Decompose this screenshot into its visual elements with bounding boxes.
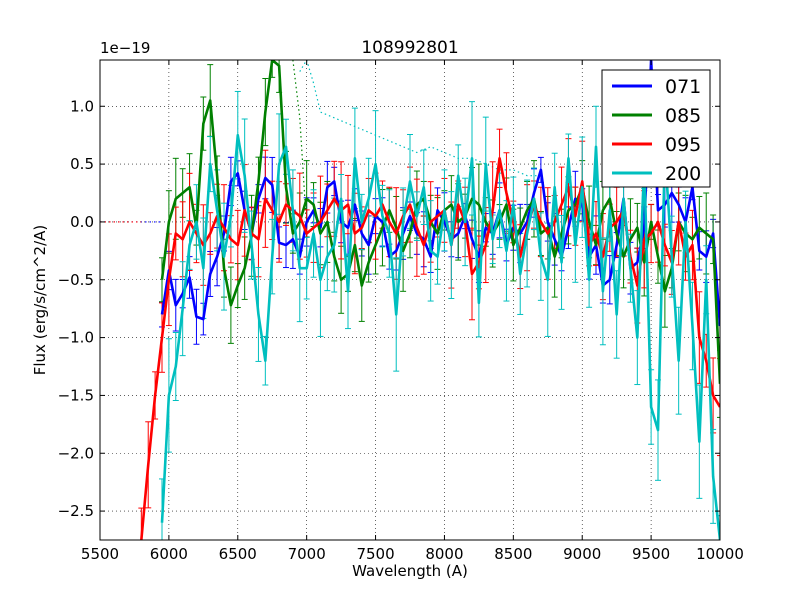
chart-title: 108992801: [361, 38, 458, 58]
x-tick-label: 6000: [150, 545, 188, 563]
x-tick-label: 5500: [81, 545, 119, 563]
y-axis-label: Flux (erg/s/cm^2/A): [31, 225, 49, 376]
series-line-085: [160, 60, 720, 384]
y-tick-label: 0.5: [70, 155, 94, 173]
y-tick-label: −2.5: [58, 502, 94, 520]
legend: 071 085 095 200: [601, 69, 711, 188]
legend-label-071: 071: [665, 76, 701, 98]
x-tick-label: 8500: [494, 545, 532, 563]
legend-label-085: 085: [665, 105, 701, 127]
x-tick-label: 7000: [288, 545, 326, 563]
x-tick-label: 9500: [632, 545, 670, 563]
y-tick-label: −1.5: [58, 386, 94, 404]
x-tick-label: 10000: [696, 545, 744, 563]
y-tick-label: −0.5: [58, 271, 94, 289]
y-axis-multiplier: 1e−19: [100, 39, 150, 57]
y-tick-label: 1.0: [70, 97, 94, 115]
legend-label-200: 200: [665, 163, 701, 185]
legend-label-095: 095: [665, 134, 701, 156]
series-line-200: [160, 133, 720, 540]
085-dotted-line: [292, 60, 308, 228]
x-axis-label: Wavelength (A): [352, 562, 468, 580]
y-tick-label: −1.0: [58, 329, 94, 347]
y-tick-label: 0.0: [70, 213, 94, 231]
x-tick-label: 9000: [563, 545, 601, 563]
legend-box: [601, 69, 711, 188]
200-dotted-line: [299, 60, 541, 177]
axis-ticks: 5500 6000 6500 7000 7500 8000 8500 9000 9500 1000…: [58, 60, 744, 563]
series-095: [138, 128, 720, 540]
x-tick-label: 7500: [356, 545, 394, 563]
y-tick-label: −2.0: [58, 444, 94, 462]
x-tick-label: 8000: [425, 545, 463, 563]
plot-frame: [99, 59, 721, 541]
x-tick-label: 6500: [219, 545, 257, 563]
